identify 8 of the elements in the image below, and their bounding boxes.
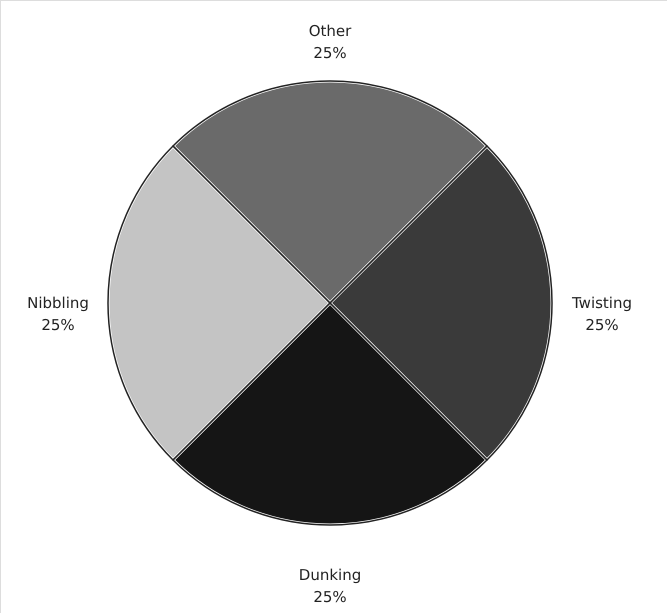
data-label: 25% [585, 316, 619, 334]
slice-label: Twisting [570, 294, 632, 312]
data-label: 25% [313, 44, 347, 62]
slice-label: Other [308, 22, 352, 40]
slice-label: Nibbling [27, 294, 89, 312]
data-label: 25% [313, 588, 347, 606]
data-label: 25% [41, 316, 75, 334]
slice-label: Dunking [298, 566, 362, 584]
